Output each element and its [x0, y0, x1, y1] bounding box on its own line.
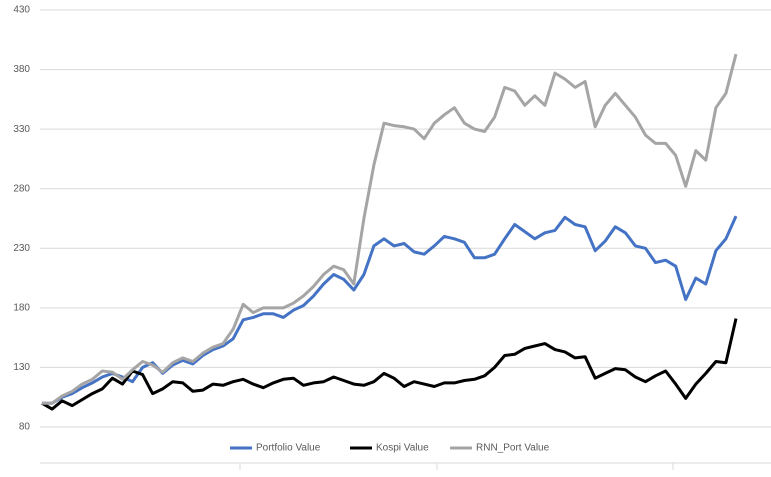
y-tick-label: 80 — [19, 422, 31, 433]
series-line — [42, 53, 738, 405]
legend: Portfolio Value Kospi Value RNN_Port Value — [230, 443, 550, 454]
y-tick-label: 430 — [13, 5, 30, 16]
y-tick-label: 380 — [13, 64, 30, 75]
y-tick-label: 130 — [13, 362, 30, 373]
y-tick-label: 230 — [13, 243, 30, 254]
legend-label: Portfolio Value — [256, 443, 321, 454]
y-tick-label: 180 — [13, 302, 30, 313]
y-tick-label: 280 — [13, 183, 30, 194]
series-line — [41, 318, 738, 411]
legend-label: Kospi Value — [376, 443, 429, 454]
y-tick-label: 330 — [13, 124, 30, 135]
legend-label: RNN_Port Value — [476, 443, 550, 454]
